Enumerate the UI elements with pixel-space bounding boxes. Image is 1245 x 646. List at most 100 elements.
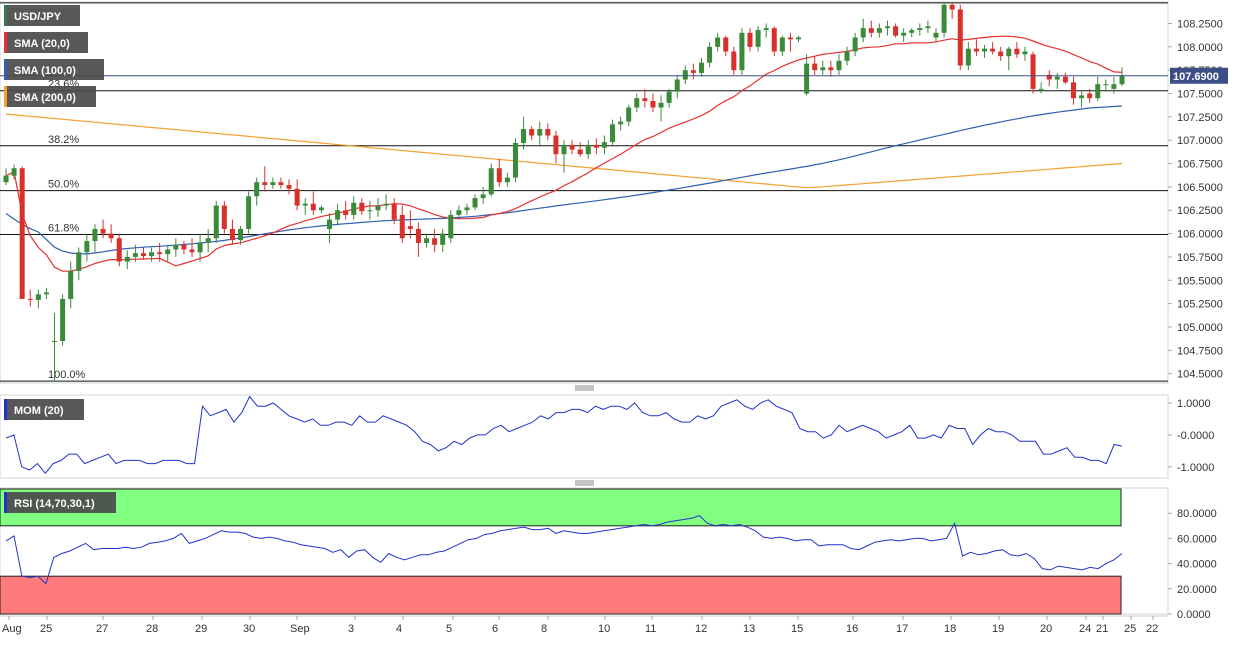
- price-axis-label: 105.2500: [1177, 299, 1223, 311]
- candle-body: [124, 256, 130, 262]
- candle-body: [674, 79, 680, 92]
- candle-body: [723, 37, 729, 52]
- candle-body: [618, 121, 624, 125]
- candle-body: [213, 205, 219, 239]
- candle-body: [925, 26, 931, 29]
- candle-body: [642, 98, 648, 101]
- candle-body: [1022, 51, 1028, 55]
- mom-label: MOM (20): [14, 405, 64, 417]
- candle-body: [796, 37, 802, 40]
- rsi-label-swatch: [4, 492, 7, 513]
- x-axis-label: 20: [1040, 623, 1052, 635]
- candle-body: [860, 28, 866, 38]
- candle-body: [318, 207, 324, 211]
- x-axis-label: 17: [896, 623, 908, 635]
- candle-body: [432, 238, 438, 245]
- candle-body: [238, 228, 244, 241]
- candle-body: [990, 48, 996, 52]
- candle-body: [998, 51, 1004, 57]
- candle-body: [310, 203, 316, 211]
- x-axis-label: 13: [743, 623, 755, 635]
- x-axis-label: 5: [446, 623, 452, 635]
- candle-body: [359, 202, 365, 212]
- candle-body: [650, 100, 656, 108]
- fib-level-label: 50.0%: [48, 179, 79, 191]
- candle-body: [982, 48, 988, 52]
- candle-body: [391, 203, 397, 220]
- candle-body: [909, 30, 915, 33]
- x-axis-label: 27: [96, 623, 108, 635]
- rsi-label: RSI (14,70,30,1): [14, 498, 95, 510]
- candle-body: [367, 210, 373, 212]
- candle-body: [116, 238, 122, 262]
- candle-body: [529, 129, 535, 136]
- candle-body: [715, 37, 721, 47]
- price-axis-label: 105.7500: [1177, 252, 1223, 264]
- x-axis-label: 8: [541, 623, 547, 635]
- price-axis-label: 104.5000: [1177, 369, 1223, 381]
- candle-body: [464, 207, 470, 211]
- candle-body: [399, 214, 405, 239]
- candle-body: [189, 249, 195, 253]
- candle-body: [876, 28, 882, 33]
- candle-body: [140, 253, 146, 256]
- x-axis-label: 25: [1124, 623, 1136, 635]
- candle-body: [1111, 84, 1117, 89]
- x-axis-label: 15: [791, 623, 803, 635]
- candle-body: [157, 252, 163, 255]
- price-axis-label: 105.5000: [1177, 275, 1223, 287]
- candle-body: [1030, 54, 1036, 89]
- candle-body: [100, 228, 106, 234]
- candle-body: [229, 228, 235, 241]
- candle-body: [658, 102, 664, 108]
- candle-body: [755, 30, 761, 47]
- candle-body: [335, 210, 341, 220]
- x-axis-label: 12: [695, 623, 707, 635]
- candle-body: [941, 4, 947, 33]
- candle-body: [375, 205, 381, 211]
- candle-body: [690, 70, 696, 73]
- candle-body: [1014, 48, 1020, 55]
- candle-body: [343, 210, 349, 215]
- candle-body: [286, 185, 292, 189]
- candle-body: [1095, 84, 1101, 99]
- x-axis-label: 28: [146, 623, 158, 635]
- candle-body: [3, 175, 9, 183]
- legend-box: [4, 86, 96, 107]
- candle-body: [1070, 82, 1076, 99]
- rsi-axis-label: 20.0000: [1177, 584, 1217, 596]
- mom-label-swatch: [4, 399, 7, 420]
- x-axis-label: 29: [195, 623, 207, 635]
- sma20-legend-label: SMA (20,0): [14, 38, 70, 50]
- rsi-axis-label: 80.0000: [1177, 508, 1217, 520]
- rsi-oversold-zone: [0, 575, 1122, 615]
- price-axis-label: 107.5000: [1177, 89, 1223, 101]
- candle-body: [278, 182, 284, 186]
- candle-body: [537, 129, 543, 136]
- candle-body: [973, 48, 979, 52]
- price-axis-label: 106.0000: [1177, 229, 1223, 241]
- sma100-legend-label: SMA (100,0): [14, 65, 76, 77]
- rsi-line: [5, 515, 1123, 585]
- candle-body: [593, 144, 599, 148]
- x-axis-label: 6: [492, 623, 498, 635]
- candle-body: [165, 249, 171, 255]
- legend-box: [4, 59, 104, 80]
- candle-body: [60, 298, 66, 341]
- x-axis-label: 3: [348, 623, 354, 635]
- mom-panel: [0, 394, 1169, 479]
- candle-body: [836, 60, 842, 71]
- candle-body: [545, 129, 551, 136]
- candle-body: [779, 37, 785, 52]
- candle-body: [949, 4, 955, 10]
- candle-body: [610, 124, 616, 143]
- mom-axis-label: -1.0000: [1177, 462, 1214, 474]
- candle-body: [181, 244, 187, 250]
- candle-body: [52, 340, 58, 342]
- candle-body: [488, 168, 494, 195]
- candle-body: [326, 219, 332, 229]
- legend-box: [4, 32, 88, 53]
- candle-body: [1006, 48, 1012, 57]
